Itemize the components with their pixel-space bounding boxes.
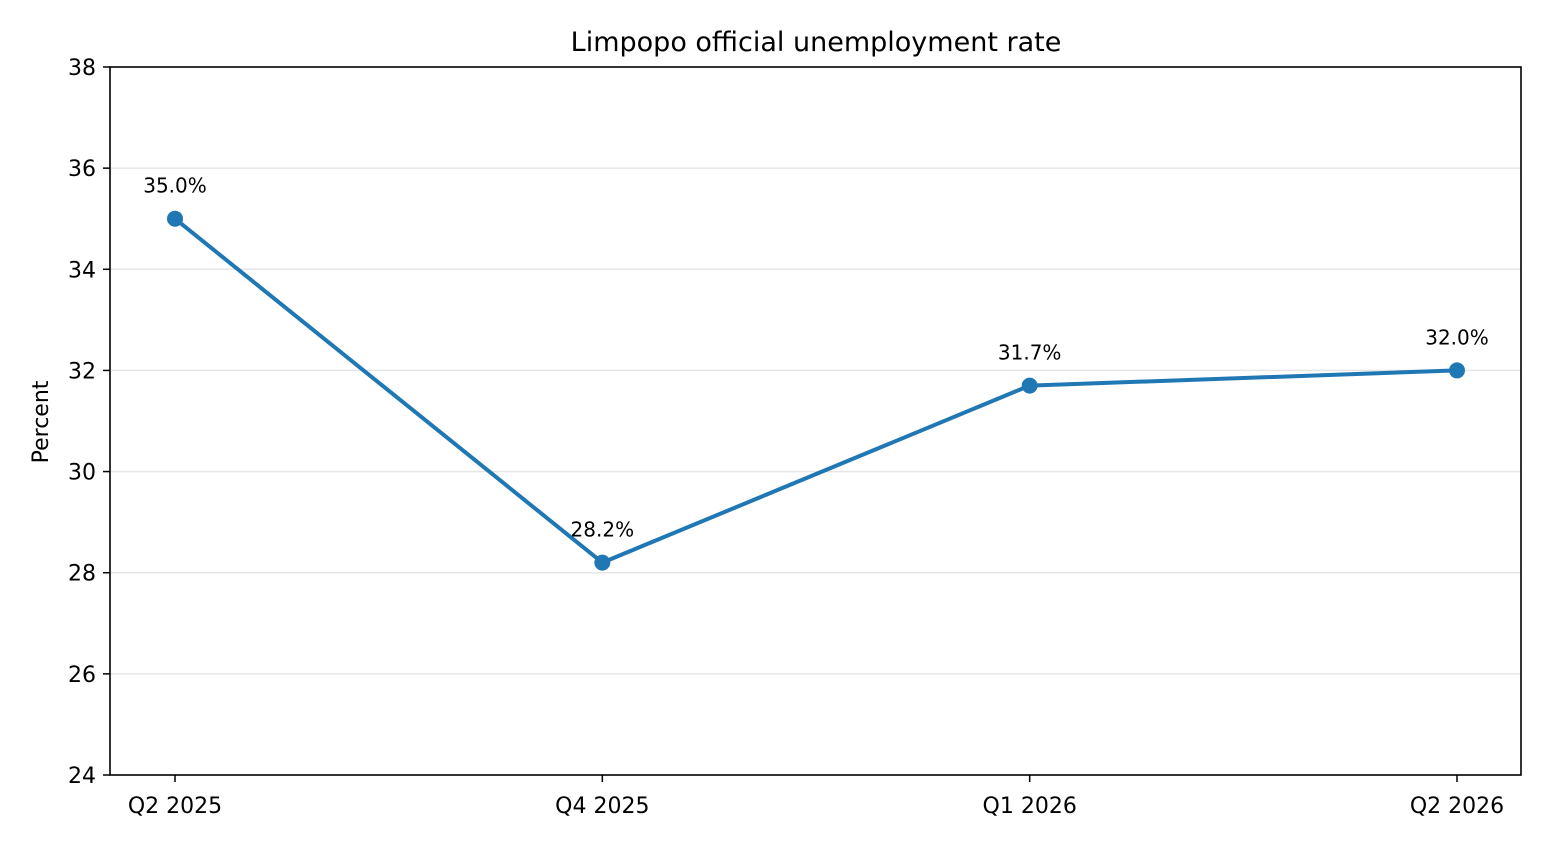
y-tick-label: 38 xyxy=(68,56,96,81)
data-point xyxy=(1449,362,1465,379)
series-line xyxy=(173,217,1458,565)
data-label: 32.0% xyxy=(1425,325,1489,349)
data-markers xyxy=(167,210,1465,571)
data-labels: 35.0% 28.2% 31.7% 32.0% xyxy=(143,174,1489,542)
y-tick-label: 32 xyxy=(68,359,96,384)
x-tick-label: Q4 2025 xyxy=(555,794,649,819)
x-tick-label: Q2 2025 xyxy=(128,794,222,819)
y-tick-label: 26 xyxy=(68,663,96,688)
data-label: 35.0% xyxy=(143,174,207,198)
y-tick-label: 34 xyxy=(68,258,96,283)
plot-frame xyxy=(109,66,1522,776)
y-axis-ticks: 24 26 28 30 32 34 36 38 xyxy=(68,56,110,789)
data-label: 31.7% xyxy=(998,341,1062,365)
gridlines xyxy=(110,167,1521,675)
y-tick-label: 36 xyxy=(68,157,96,182)
y-tick-label: 28 xyxy=(68,562,96,587)
x-tick-label: Q1 2026 xyxy=(983,794,1077,819)
data-point xyxy=(167,210,183,227)
y-tick-label: 30 xyxy=(68,461,96,486)
data-label: 28.2% xyxy=(571,518,635,542)
y-axis-label: Percent xyxy=(29,380,54,463)
y-tick-label: 24 xyxy=(68,764,96,789)
chart-title: Limpopo official unemployment rate xyxy=(571,27,1062,58)
x-tick-label: Q2 2026 xyxy=(1410,794,1504,819)
x-axis-ticks: Q2 2025 Q4 2025 Q1 2026 Q2 2026 xyxy=(128,775,1504,819)
data-point xyxy=(1021,377,1038,394)
data-point xyxy=(594,554,611,571)
